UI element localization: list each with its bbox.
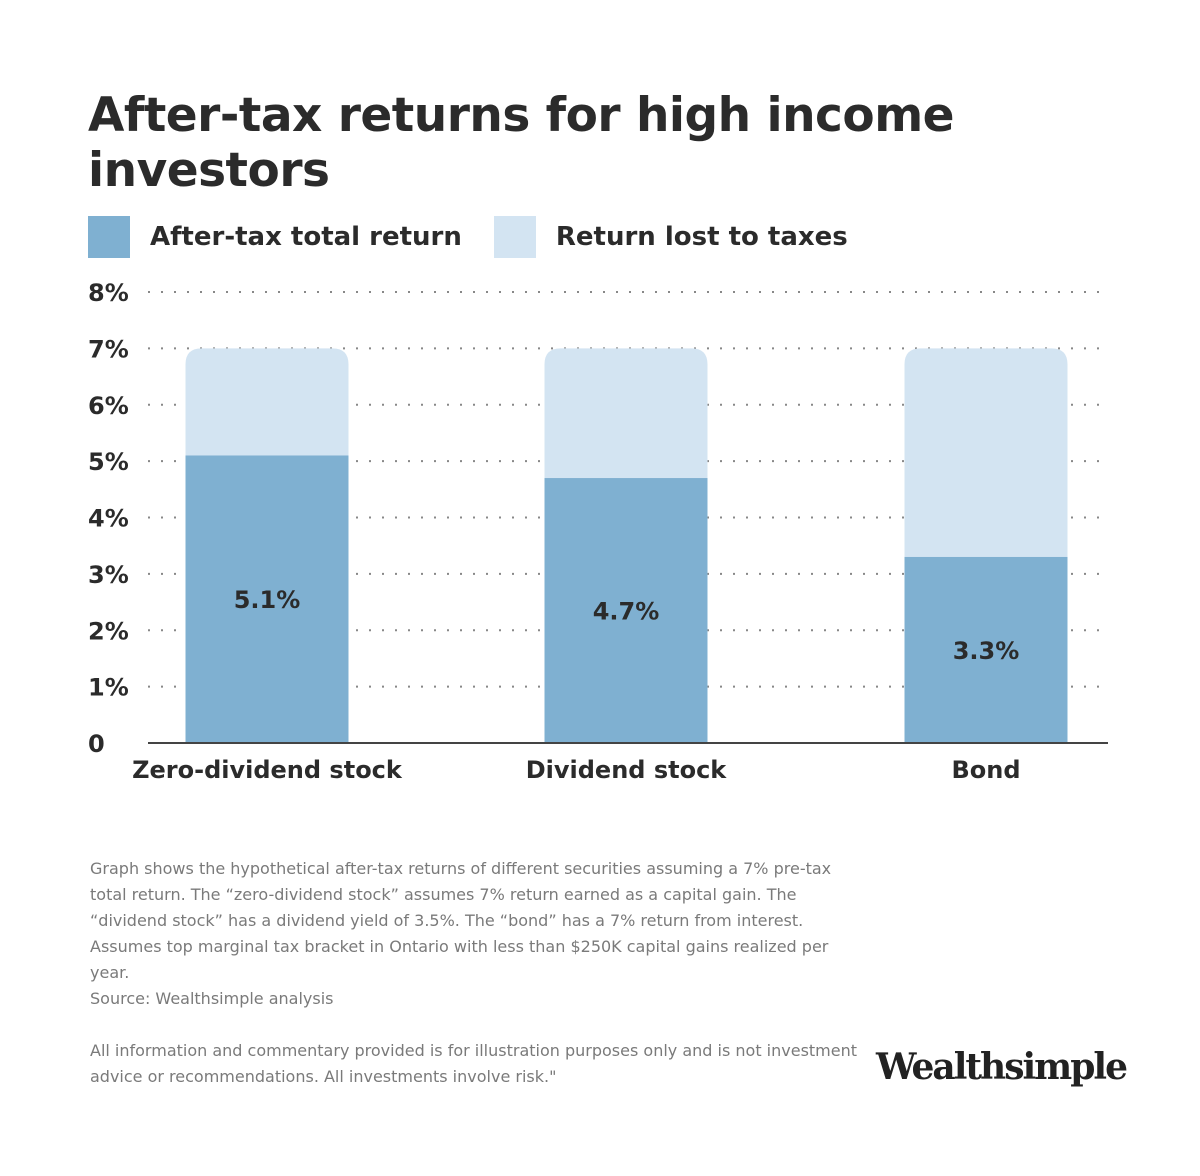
legend: After-tax total return Return lost to ta… (88, 216, 880, 258)
footnote-disclaimer: All information and commentary provided … (90, 1041, 858, 1086)
bar-segment-lost-to-taxes (904, 348, 1068, 557)
data-label: 4.7% (593, 598, 660, 626)
data-label: 5.1% (234, 586, 301, 614)
y-tick-label: 0 (88, 730, 105, 758)
bar-segment-after-tax (544, 478, 708, 743)
bar-segment-lost-to-taxes (185, 348, 349, 456)
wealthsimple-logo: Wealthsimple (876, 1046, 1128, 1088)
y-tick-label: 6% (88, 392, 129, 420)
bar-chart: 0 1% 2% 3% 4% 5% 6% 7% 8% 5.1% Zero-dividend stock… (88, 279, 1108, 784)
y-tick-label: 4% (88, 505, 129, 533)
legend-label-after-tax: After-tax total return (150, 222, 462, 252)
x-category-label: Dividend stock (526, 756, 728, 784)
data-label: 3.3% (953, 637, 1020, 665)
y-tick-label: 7% (88, 335, 129, 363)
legend-label-lost: Return lost to taxes (555, 222, 848, 252)
y-tick-label: 5% (88, 448, 129, 476)
chart-title: After-tax returns for high income invest… (88, 88, 955, 198)
y-tick-label: 8% (88, 279, 129, 307)
y-tick-label: 1% (88, 674, 129, 702)
bar-segment-lost-to-taxes (544, 348, 708, 479)
footnote-description: Graph shows the hypothetical after-tax r… (90, 859, 832, 982)
y-tick-label: 2% (88, 617, 129, 645)
footnote-source: Source: Wealthsimple analysis (90, 989, 334, 1008)
x-category-label: Bond (951, 756, 1020, 784)
x-category-label: Zero-dividend stock (132, 756, 403, 784)
bar-segment-after-tax (904, 556, 1068, 743)
bar-segment-after-tax (185, 455, 349, 743)
y-tick-label: 3% (88, 561, 129, 589)
legend-swatch-lost (493, 216, 536, 258)
legend-swatch-after-tax (88, 216, 130, 258)
